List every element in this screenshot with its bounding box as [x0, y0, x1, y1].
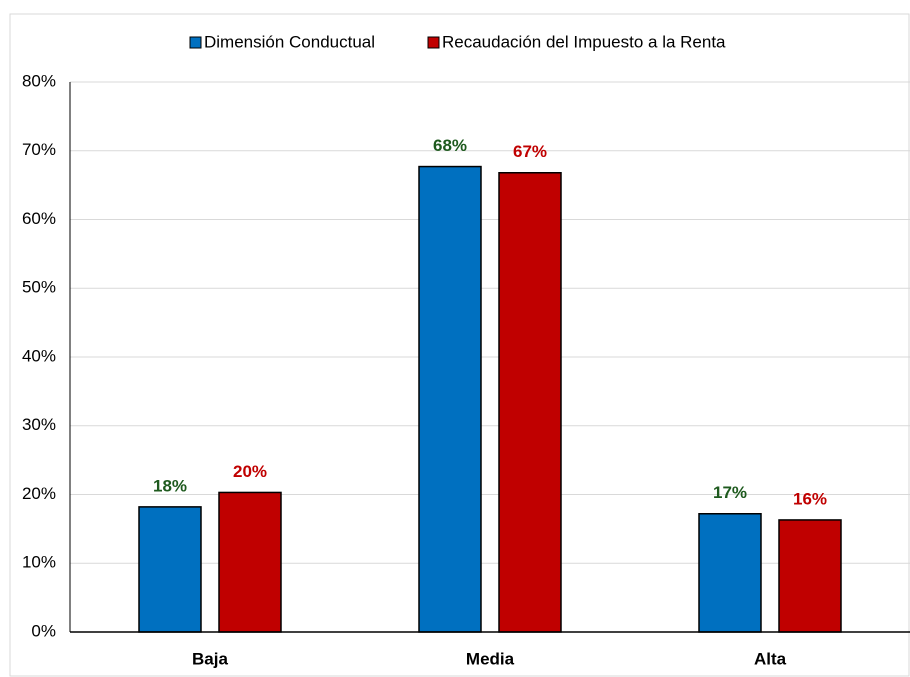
y-tick-label: 30% [22, 415, 56, 434]
data-label: 20% [233, 462, 267, 481]
y-tick-label: 80% [22, 71, 56, 90]
data-label: 67% [513, 142, 547, 161]
data-label: 18% [153, 476, 187, 495]
x-tick-label: Baja [192, 649, 228, 668]
y-tick-label: 70% [22, 140, 56, 159]
y-tick-label: 40% [22, 346, 56, 365]
y-tick-label: 10% [22, 553, 56, 572]
legend-swatch [189, 36, 202, 49]
data-label: 17% [713, 483, 747, 502]
legend-swatch [427, 36, 440, 49]
legend-label: Dimensión Conductual [204, 32, 375, 51]
legend-label: Recaudación del Impuesto a la Renta [442, 32, 726, 51]
bar [498, 172, 562, 633]
y-tick-label: 50% [22, 278, 56, 297]
x-tick-label: Alta [754, 649, 787, 668]
x-tick-label: Media [466, 649, 515, 668]
bar [698, 513, 762, 633]
bar [138, 506, 202, 633]
y-tick-label: 0% [31, 621, 56, 640]
bar [418, 165, 482, 633]
y-tick-label: 60% [22, 209, 56, 228]
bar [778, 519, 842, 633]
bar [218, 491, 282, 633]
y-tick-label: 20% [22, 484, 56, 503]
data-label: 16% [793, 489, 827, 508]
data-label: 68% [433, 136, 467, 155]
